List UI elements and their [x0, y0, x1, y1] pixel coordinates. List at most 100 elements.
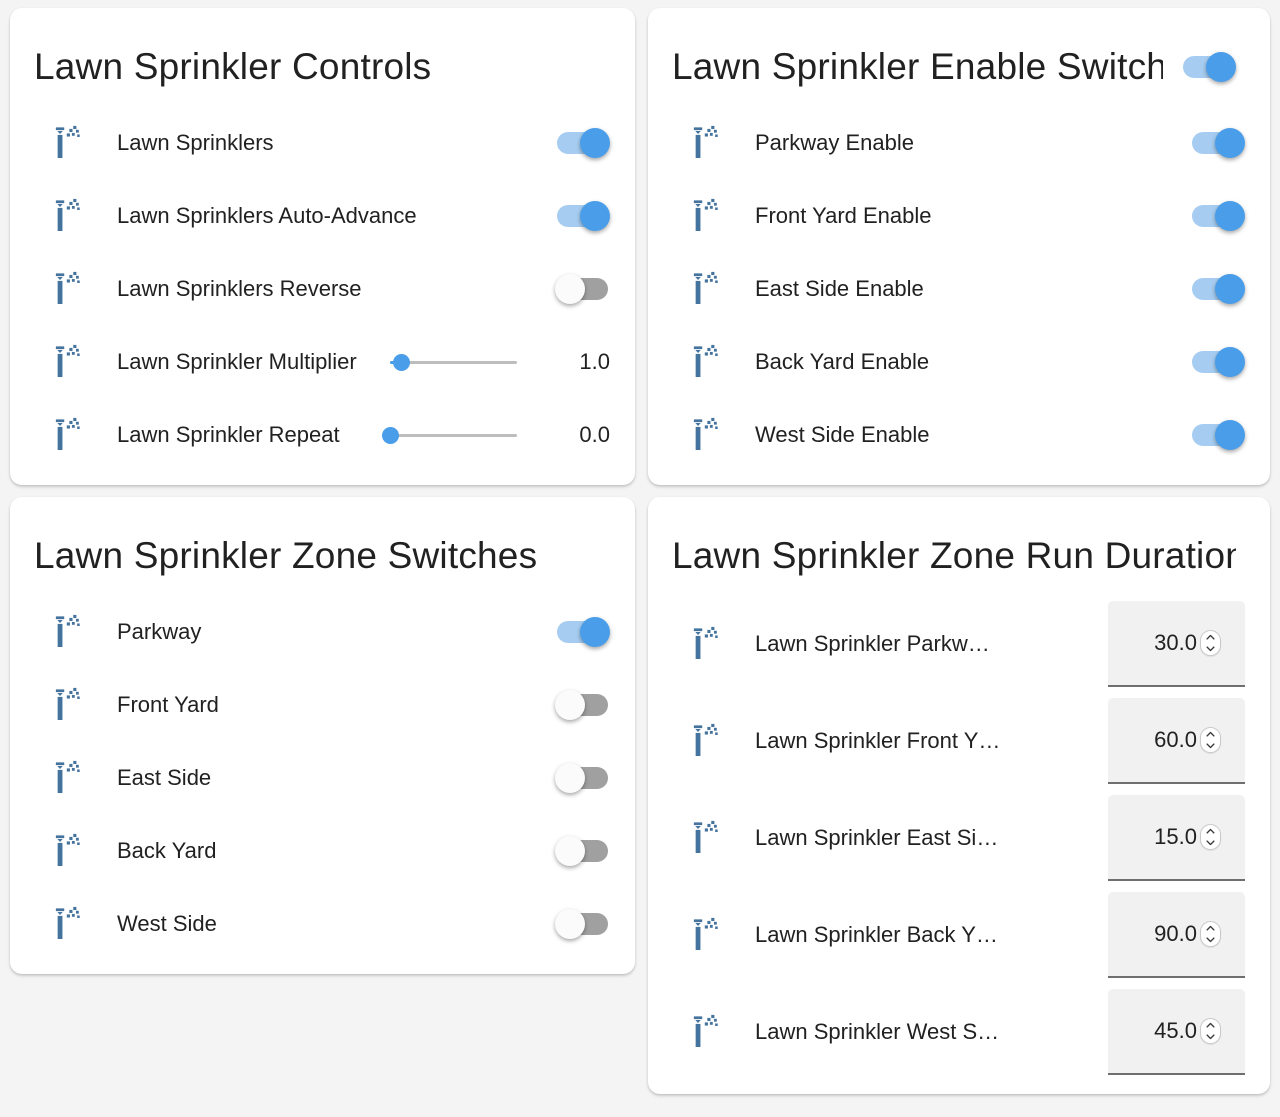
slider[interactable]	[390, 346, 517, 378]
sprinkler-icon[interactable]	[688, 624, 724, 664]
sprinkler-icon[interactable]	[688, 721, 724, 761]
decrement-button[interactable]	[1201, 643, 1220, 655]
toggle-switch[interactable]	[1190, 346, 1245, 378]
entity-name[interactable]: Back Yard	[117, 837, 217, 863]
decrement-button[interactable]	[1201, 1031, 1220, 1043]
increment-button[interactable]	[1201, 728, 1220, 740]
entity-list: Parkway Enable Front Yard Enable East Side…	[648, 106, 1270, 485]
number-stepper[interactable]	[1200, 920, 1221, 947]
toggle-switch[interactable]	[555, 835, 610, 867]
sprinkler-icon[interactable]	[688, 415, 724, 455]
decrement-button[interactable]	[1201, 740, 1220, 752]
toggle-switch[interactable]	[555, 200, 610, 232]
entity-row: Lawn Sprinkler Repeat 0.0	[10, 398, 635, 471]
toggle-thumb	[580, 200, 610, 231]
number-input[interactable]: 90.0	[1108, 891, 1245, 978]
toggle-thumb	[555, 273, 585, 304]
toggle-thumb	[1206, 52, 1236, 82]
entity-name[interactable]: Lawn Sprinkler Front Y…	[755, 727, 1001, 753]
toggle-thumb	[1215, 273, 1245, 304]
number-stepper[interactable]	[1200, 629, 1221, 656]
card-lawn-sprinkler-zone-run-durations: Lawn Sprinkler Zone Run Durations Lawn Sp…	[648, 497, 1270, 1094]
entity-row: Parkway Enable	[648, 106, 1270, 179]
entity-row: Front Yard	[10, 668, 635, 741]
sprinkler-icon[interactable]	[50, 758, 86, 798]
slider-thumb[interactable]	[393, 353, 411, 371]
entity-row: Lawn Sprinkler Back Y… 90.0	[648, 886, 1270, 983]
entity-name[interactable]: Front Yard	[117, 691, 219, 717]
entity-list: Parkway Front Yard East Side Back Yard West …	[10, 595, 635, 974]
toggle-switch[interactable]	[555, 908, 610, 940]
toggle-switch[interactable]	[1190, 200, 1245, 232]
slider[interactable]	[382, 419, 517, 451]
sprinkler-icon[interactable]	[50, 342, 86, 382]
sprinkler-icon[interactable]	[50, 123, 86, 163]
decrement-button[interactable]	[1201, 934, 1220, 946]
entity-name[interactable]: East Side Enable	[755, 275, 924, 301]
entity-name[interactable]: Lawn Sprinkler East Si…	[755, 824, 999, 850]
sprinkler-icon[interactable]	[688, 269, 724, 309]
entity-name[interactable]: West Side Enable	[755, 421, 930, 447]
entity-row: Lawn Sprinkler East Si… 15.0	[648, 789, 1270, 886]
entity-name[interactable]: Parkway	[117, 618, 202, 644]
increment-button[interactable]	[1201, 922, 1220, 934]
number-input[interactable]: 15.0	[1108, 794, 1245, 881]
card-title: Lawn Sprinkler Controls	[34, 46, 432, 87]
sprinkler-icon[interactable]	[50, 196, 86, 236]
entity-name[interactable]: Lawn Sprinklers Auto-Advance	[117, 202, 417, 228]
sprinkler-icon[interactable]	[688, 196, 724, 236]
sprinkler-icon[interactable]	[50, 904, 86, 944]
sprinkler-icon[interactable]	[50, 685, 86, 725]
number-input[interactable]: 45.0	[1108, 988, 1245, 1075]
sprinkler-icon[interactable]	[50, 269, 86, 309]
entity-name[interactable]: West Side	[117, 910, 217, 936]
slider-value: 1.0	[579, 348, 610, 374]
increment-button[interactable]	[1201, 1019, 1220, 1031]
entity-name[interactable]: Lawn Sprinkler Multiplier	[117, 348, 357, 374]
entity-name[interactable]: Lawn Sprinkler Repeat	[117, 421, 340, 447]
sprinkler-icon[interactable]	[688, 818, 724, 858]
sprinkler-icon[interactable]	[50, 415, 86, 455]
entity-name[interactable]: Lawn Sprinkler Back Y…	[755, 921, 998, 947]
number-stepper[interactable]	[1200, 1017, 1221, 1044]
number-input[interactable]: 30.0	[1108, 600, 1245, 687]
entity-row: Back Yard Enable	[648, 325, 1270, 398]
entity-row: Lawn Sprinkler West S… 45.0	[648, 983, 1270, 1080]
toggle-thumb	[555, 835, 585, 866]
toggle-switch[interactable]	[1190, 419, 1245, 451]
sprinkler-icon[interactable]	[688, 342, 724, 382]
entity-name[interactable]: Lawn Sprinkler Parkw…	[755, 630, 990, 656]
number-stepper[interactable]	[1200, 823, 1221, 850]
entity-name[interactable]: Lawn Sprinkler West S…	[755, 1018, 1000, 1044]
entity-row: Lawn Sprinkler Multiplier 1.0	[10, 325, 635, 398]
increment-button[interactable]	[1201, 825, 1220, 837]
sprinkler-icon[interactable]	[688, 1012, 724, 1052]
card-lawn-sprinkler-controls: Lawn Sprinkler Controls Lawn Sprinklers La…	[10, 8, 635, 485]
entity-name[interactable]: Front Yard Enable	[755, 202, 932, 228]
toggle-switch[interactable]	[1190, 273, 1245, 305]
increment-button[interactable]	[1201, 631, 1220, 643]
number-value: 90.0	[1154, 920, 1197, 946]
number-input[interactable]: 60.0	[1108, 697, 1245, 784]
toggle-switch[interactable]	[555, 127, 610, 159]
sprinkler-icon[interactable]	[688, 915, 724, 955]
card-header-toggle[interactable]	[1181, 51, 1236, 83]
entity-name[interactable]: Parkway Enable	[755, 129, 914, 155]
entity-name[interactable]: East Side	[117, 764, 212, 790]
toggle-switch[interactable]	[555, 762, 610, 794]
entity-list: Lawn Sprinklers Lawn Sprinklers Auto-Adva…	[10, 106, 635, 485]
sprinkler-icon[interactable]	[50, 612, 86, 652]
toggle-switch[interactable]	[555, 689, 610, 721]
toggle-switch[interactable]	[1190, 127, 1245, 159]
sprinkler-icon[interactable]	[50, 831, 86, 871]
entity-name[interactable]: Back Yard Enable	[755, 348, 930, 374]
slider-thumb[interactable]	[382, 426, 399, 444]
slider-value: 0.0	[579, 421, 610, 447]
entity-name[interactable]: Lawn Sprinklers	[117, 129, 274, 155]
toggle-switch[interactable]	[555, 273, 610, 305]
toggle-switch[interactable]	[555, 616, 610, 648]
decrement-button[interactable]	[1201, 837, 1220, 849]
entity-name[interactable]: Lawn Sprinklers Reverse	[117, 275, 362, 301]
number-stepper[interactable]	[1200, 726, 1221, 753]
sprinkler-icon[interactable]	[688, 123, 724, 163]
